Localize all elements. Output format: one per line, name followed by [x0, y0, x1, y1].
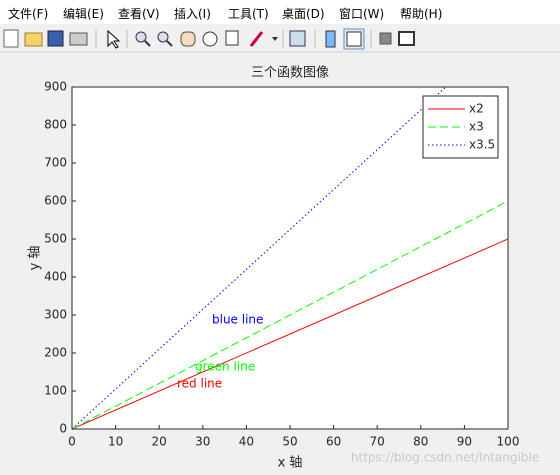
- annotation: green line: [195, 360, 255, 374]
- x-tick-label: 90: [457, 435, 472, 449]
- zoom-out-icon[interactable]: [166, 40, 173, 47]
- chart-title: 三个函数图像: [251, 66, 329, 81]
- x-tick-label: 10: [108, 435, 123, 449]
- legend-icon[interactable]: [346, 31, 362, 47]
- data-line: [72, 238, 508, 429]
- pan-icon[interactable]: [180, 31, 196, 47]
- hide-tools-icon[interactable]: [379, 32, 392, 45]
- y-tick-label: 700: [44, 156, 67, 170]
- y-tick-label: 300: [44, 308, 67, 322]
- x-tick-label: 70: [370, 435, 385, 449]
- y-tick-label: 500: [44, 232, 67, 246]
- datatip-icon[interactable]: [225, 30, 239, 46]
- y-tick-label: 200: [44, 346, 67, 360]
- legend-label: x3: [469, 120, 484, 134]
- y-tick-label: 100: [44, 384, 67, 398]
- y-axis-label: y 轴: [28, 246, 43, 271]
- rotate-icon[interactable]: [202, 31, 218, 47]
- colorbar-icon[interactable]: [325, 30, 336, 48]
- menu-item[interactable]: 帮助(H): [400, 7, 443, 21]
- x-tick-label: 80: [413, 435, 428, 449]
- print-icon[interactable]: [69, 32, 88, 46]
- dock-icon[interactable]: [398, 31, 415, 46]
- new-icon[interactable]: [3, 29, 19, 48]
- brush-icon[interactable]: [249, 31, 264, 47]
- legend-label: x3.5: [469, 138, 495, 152]
- y-tick-label: 800: [44, 118, 67, 132]
- legend-label: x2: [469, 102, 484, 116]
- select-icon[interactable]: [107, 29, 121, 49]
- toolbar: [0, 28, 560, 53]
- x-tick-label: 0: [68, 435, 76, 449]
- x-tick-label: 30: [195, 435, 210, 449]
- open-icon[interactable]: [24, 32, 43, 47]
- menu-item[interactable]: 工具(T): [228, 7, 269, 21]
- menu-item[interactable]: 插入(I): [174, 7, 211, 21]
- y-tick-label: 0: [59, 422, 67, 436]
- menu-item[interactable]: 查看(V): [118, 7, 160, 21]
- menu-item[interactable]: 编辑(E): [63, 7, 104, 21]
- menu-item[interactable]: 文件(F): [8, 7, 49, 21]
- link-icon[interactable]: [289, 30, 306, 47]
- watermark: https://blog.csdn.net/lntangible: [351, 451, 539, 465]
- annotation: red line: [177, 377, 222, 391]
- y-tick-label: 600: [44, 194, 67, 208]
- x-tick-label: 60: [326, 435, 341, 449]
- y-tick-label: 400: [44, 270, 67, 284]
- data-line: [72, 200, 508, 429]
- x-axis-label: x 轴: [278, 456, 303, 471]
- menu-item[interactable]: 窗口(W): [339, 7, 385, 21]
- menu-bar: 文件(F) 编辑(E) 查看(V) 插入(I) 工具(T) 桌面(D) 窗口(W…: [0, 0, 560, 24]
- x-tick-label: 20: [152, 435, 167, 449]
- x-tick-label: 40: [239, 435, 254, 449]
- y-tick-label: 900: [44, 80, 67, 94]
- annotation: blue line: [212, 313, 263, 327]
- save-icon[interactable]: [47, 30, 64, 47]
- x-tick-label: 50: [282, 435, 297, 449]
- x-tick-label: 100: [497, 435, 520, 449]
- zoom-in-icon[interactable]: [144, 40, 151, 47]
- menu-item[interactable]: 桌面(D): [282, 7, 325, 21]
